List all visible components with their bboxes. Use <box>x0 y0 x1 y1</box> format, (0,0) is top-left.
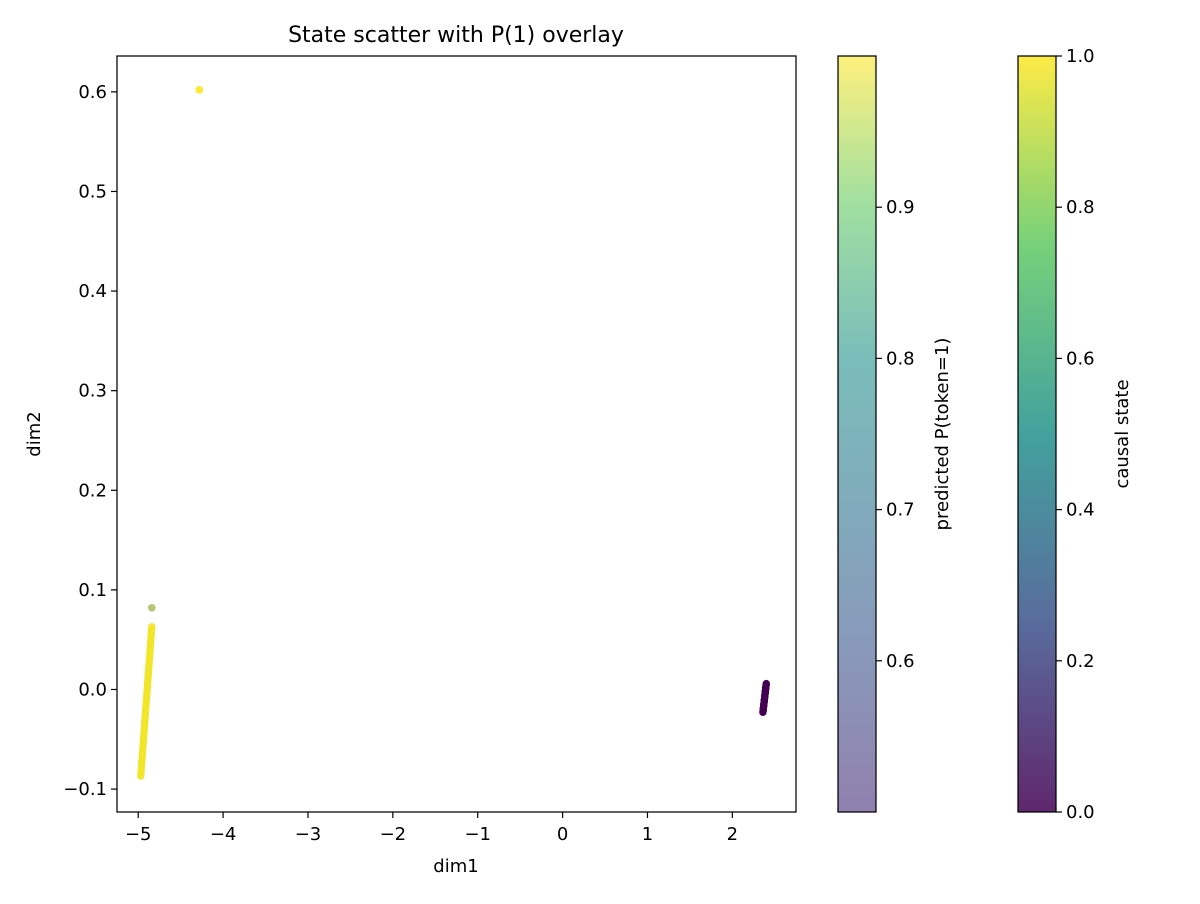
point <box>148 623 156 631</box>
point-overlay <box>147 604 156 612</box>
point <box>147 604 156 612</box>
colorbar-causal-state-tick-label: 1.0 <box>1066 46 1095 67</box>
y-tick-label: 0.5 <box>78 181 107 202</box>
x-tick-label: −1 <box>464 824 491 845</box>
colorbar-causal-state-tick-label: 0.0 <box>1066 802 1095 823</box>
colorbar-causal-state-tick-label: 0.4 <box>1066 500 1095 521</box>
colorbar-predicted-p1-gradient <box>838 56 876 812</box>
y-axis-label: dim2 <box>24 411 45 456</box>
y-tick-label: 0.0 <box>78 679 107 700</box>
x-tick-label: 0 <box>557 824 568 845</box>
point <box>195 86 204 94</box>
colorbar-causal-state-tick-label: 0.6 <box>1066 348 1095 369</box>
colorbar-causal-state-tick-label: 0.2 <box>1066 651 1095 672</box>
colorbar-predicted-p1-tick-label: 0.9 <box>886 197 915 218</box>
colorbar-predicted-p1-tick-label: 0.7 <box>886 500 915 521</box>
x-tick-label: 2 <box>727 824 738 845</box>
data-points <box>137 86 770 780</box>
colorbar-causal-state-label: causal state <box>1112 379 1133 488</box>
colorbar-predicted-p1-tick-label: 0.8 <box>886 348 915 369</box>
colorbar-causal-state-tick-label: 0.8 <box>1066 197 1095 218</box>
x-tick-label: −3 <box>295 824 322 845</box>
y-tick-label: 0.6 <box>78 82 107 103</box>
x-tick-label: −2 <box>380 824 407 845</box>
colorbar-predicted-p1-label: predicted P(token=1) <box>932 338 953 531</box>
colorbar-causal-state: 0.0 0.2 0.4 0.6 0.8 1.0 causal state <box>1017 46 1133 823</box>
colorbar-predicted-p1-tick-label: 0.6 <box>886 651 915 672</box>
y-tick-label: 0.2 <box>78 480 107 501</box>
x-tick-label: −5 <box>125 824 152 845</box>
x-axis: −5 −4 −3 −2 −1 0 1 2 <box>125 812 738 845</box>
colorbar-predicted-p1: 0.6 0.7 0.8 0.9 predicted P(token=1) <box>837 55 953 813</box>
x-tick-label: 1 <box>642 824 653 845</box>
y-tick-label: −0.1 <box>63 779 107 800</box>
point <box>762 679 770 688</box>
x-tick-label: −4 <box>210 824 237 845</box>
y-tick-label: 0.1 <box>78 580 107 601</box>
y-tick-label: 0.4 <box>78 281 107 302</box>
colorbar-predicted-p1-frame <box>837 55 877 813</box>
colorbar-predicted-p1-ticks: 0.6 0.7 0.8 0.9 <box>876 197 915 672</box>
colorbar-causal-state-gradient <box>1018 56 1056 812</box>
y-tick-label: 0.3 <box>78 381 107 402</box>
colorbar-causal-state-ticks: 0.0 0.2 0.4 0.6 0.8 1.0 <box>1056 46 1095 823</box>
colorbar-causal-state-frame <box>1017 55 1057 813</box>
chart-title: State scatter with P(1) overlay <box>288 23 624 48</box>
plot-area <box>116 55 797 813</box>
x-axis-label: dim1 <box>433 856 478 877</box>
y-axis: −0.1 0.0 0.1 0.2 0.3 0.4 0.5 0.6 <box>63 82 117 800</box>
plot-frame <box>116 55 797 813</box>
